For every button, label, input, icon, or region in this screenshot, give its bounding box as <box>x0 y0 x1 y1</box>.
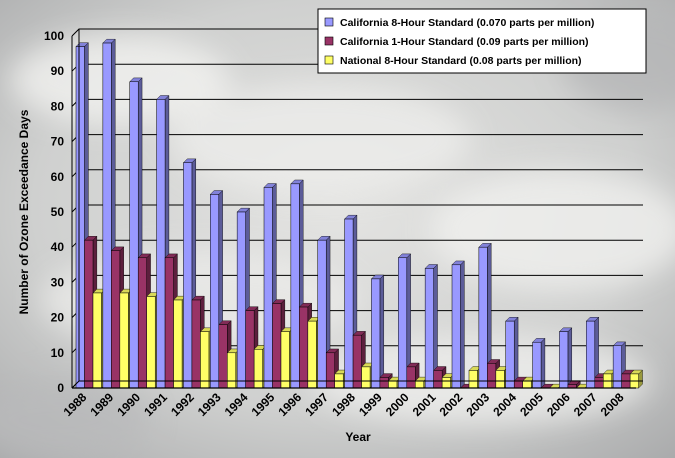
legend-swatch <box>324 17 334 27</box>
floor-back-line <box>71 380 643 389</box>
bar-front <box>191 299 201 389</box>
bar-front <box>210 194 220 389</box>
bar <box>558 327 573 389</box>
bar-front <box>92 292 102 389</box>
bar-front <box>102 42 112 389</box>
bar-front <box>164 257 174 389</box>
bar-front <box>388 380 398 389</box>
y-tick-label: 100 <box>44 29 64 43</box>
bar-front <box>361 366 371 389</box>
bar-front <box>183 162 193 389</box>
legend-label: California 8-Hour Standard (0.070 parts … <box>340 17 594 29</box>
legend-label: California 1-Hour Standard (0.09 parts p… <box>340 36 589 48</box>
bar-front <box>505 320 515 389</box>
bar <box>505 316 519 389</box>
bar-front <box>75 46 85 389</box>
bar-front <box>253 349 263 389</box>
bar-side <box>567 327 572 389</box>
bar-front <box>111 250 121 389</box>
bar-front <box>200 331 210 389</box>
x-axis-label: Year <box>345 430 371 444</box>
bar-front <box>146 296 156 389</box>
bar-front <box>317 239 327 389</box>
bar-side <box>460 260 465 389</box>
bar-side <box>514 316 519 389</box>
legend-swatch <box>324 55 334 65</box>
bar-front <box>236 211 246 389</box>
bar-front <box>307 320 317 389</box>
y-tick-label: 50 <box>51 205 65 219</box>
axes <box>71 29 643 389</box>
bar-front <box>371 278 381 389</box>
y-tick-label: 90 <box>51 64 65 78</box>
y-tick-label: 80 <box>51 99 65 113</box>
bar-front <box>594 377 604 389</box>
bar-front <box>84 239 94 389</box>
legend: California 8-Hour Standard (0.070 parts … <box>317 8 647 74</box>
bar-front <box>586 320 596 389</box>
bar-front <box>487 363 497 389</box>
bar-front <box>424 268 434 389</box>
legend-swatch <box>324 36 334 46</box>
y-tick-label: 30 <box>51 275 65 289</box>
bar-front <box>299 306 309 389</box>
bar-front <box>263 187 273 389</box>
y-tick-label: 20 <box>51 311 65 325</box>
bar-front <box>119 292 129 389</box>
bars <box>75 38 643 389</box>
legend-label: National 8-Hour Standard (0.08 parts per… <box>340 55 582 67</box>
legend-box <box>317 8 647 74</box>
bar-front <box>272 303 282 389</box>
y-tick-label: 60 <box>51 170 65 184</box>
bar-front <box>415 380 425 389</box>
bar-front <box>433 370 443 389</box>
y-tick-label: 0 <box>57 381 64 395</box>
bar-front <box>513 380 523 389</box>
bar-front <box>559 331 569 389</box>
bar <box>629 369 643 389</box>
bar-front <box>612 345 622 389</box>
bar <box>370 274 385 389</box>
bar-front <box>495 370 505 389</box>
bar-front <box>156 99 166 389</box>
bar-front <box>468 370 478 389</box>
bar-front <box>379 377 389 389</box>
bar-front <box>451 264 461 389</box>
bar-front <box>352 334 362 389</box>
bar-front <box>478 246 488 389</box>
bar <box>567 380 581 389</box>
bar-front <box>137 257 147 389</box>
y-tick-label: 70 <box>51 135 65 149</box>
bar-side <box>379 274 384 389</box>
bar-front <box>129 81 139 389</box>
bar-front <box>344 218 354 389</box>
bar-front <box>325 352 335 389</box>
bar-front <box>227 352 237 389</box>
bar <box>397 253 412 389</box>
bar-front <box>280 331 290 389</box>
y-tick-label: 10 <box>51 346 65 360</box>
bar-front <box>173 299 183 389</box>
bar-front <box>245 310 255 389</box>
y-tick-label: 40 <box>51 240 65 254</box>
bar-front <box>522 380 532 389</box>
bar-front <box>290 183 300 389</box>
bar-front <box>398 257 408 389</box>
bar-front <box>406 366 416 389</box>
bar <box>451 260 465 389</box>
bar-front <box>441 377 451 389</box>
y-axis-label: Number of Ozone Exceedance Days <box>17 109 31 314</box>
y-tick-labels: 0 10 20 30 40 50 60 70 80 90 100 <box>44 29 64 395</box>
bar-front <box>218 324 228 389</box>
